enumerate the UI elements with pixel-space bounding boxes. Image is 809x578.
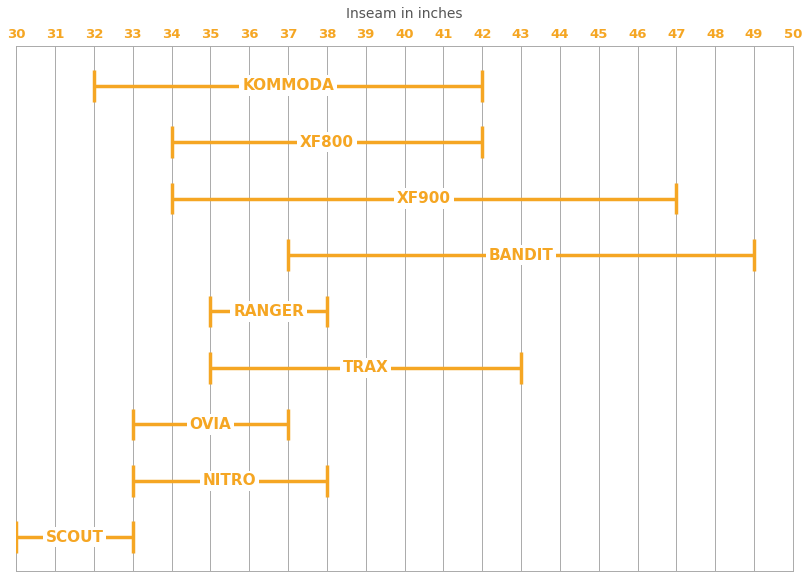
Text: TRAX: TRAX bbox=[343, 361, 388, 375]
Text: NITRO: NITRO bbox=[203, 473, 256, 488]
X-axis label: Inseam in inches: Inseam in inches bbox=[346, 7, 463, 21]
Text: KOMMODA: KOMMODA bbox=[242, 78, 334, 93]
Text: OVIA: OVIA bbox=[189, 417, 231, 432]
Text: SCOUT: SCOUT bbox=[45, 529, 104, 544]
Text: BANDIT: BANDIT bbox=[489, 247, 553, 262]
Text: XF800: XF800 bbox=[300, 135, 354, 150]
Text: XF900: XF900 bbox=[397, 191, 451, 206]
Text: RANGER: RANGER bbox=[233, 304, 304, 319]
